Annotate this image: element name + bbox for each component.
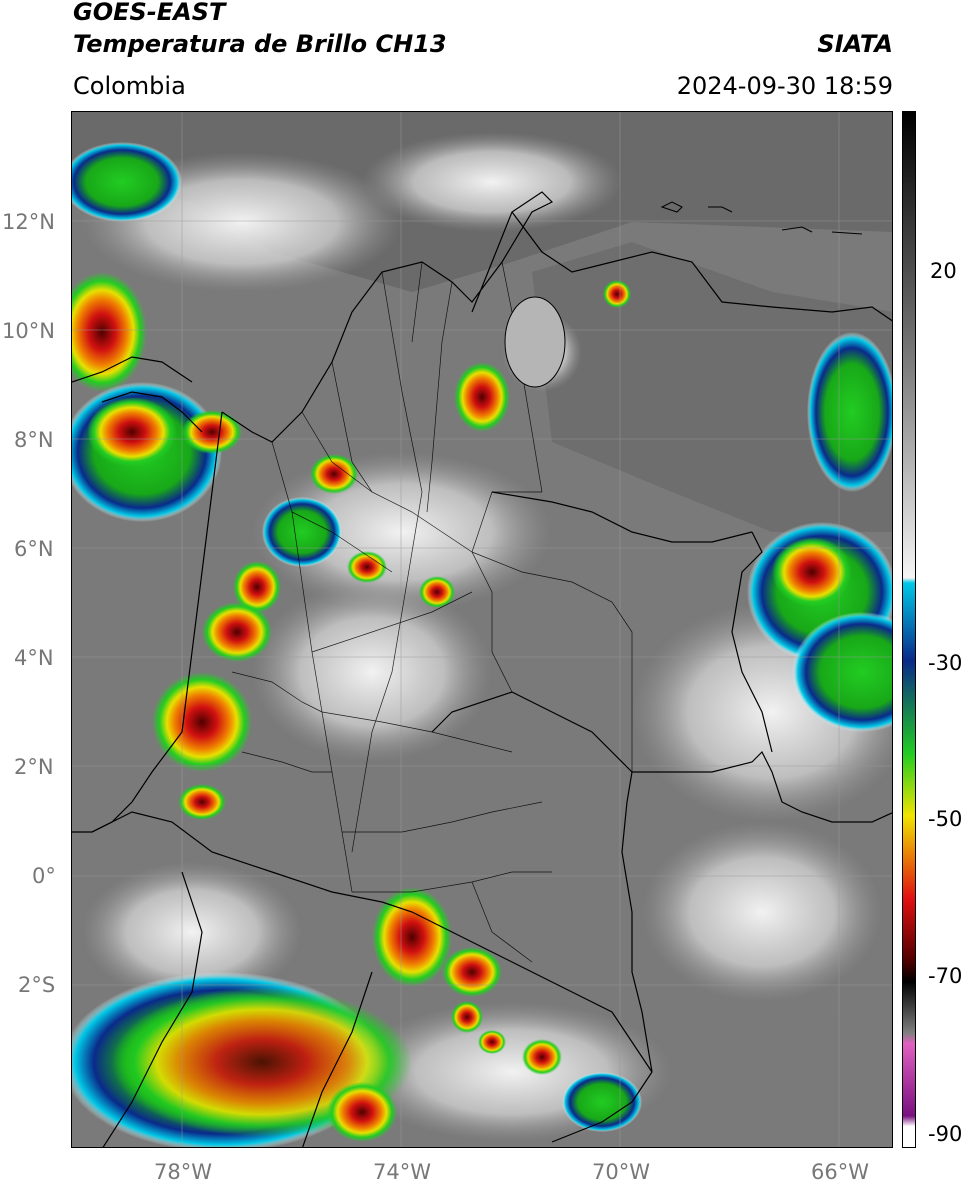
lon-tick: 78°W — [154, 1160, 212, 1184]
lat-tick: 12°N — [2, 210, 55, 234]
lat-tick: 2°N — [14, 755, 54, 779]
colorbar-tick: -50 — [928, 807, 963, 831]
datetime-label: 2024-09-30 18:59 — [676, 72, 893, 100]
lat-tick: 0° — [32, 864, 56, 888]
satellite-title: GOES-EAST — [73, 0, 226, 26]
lake-maracaibo — [504, 296, 566, 388]
product-title: Temperatura de Brillo CH13 — [73, 30, 447, 58]
lat-tick: 8°N — [14, 428, 54, 452]
agency-label: SIATA — [817, 30, 893, 58]
lon-tick: 70°W — [592, 1160, 650, 1184]
satellite-map — [71, 111, 893, 1148]
islands — [660, 201, 863, 235]
map-canvas — [72, 112, 892, 1147]
colorbar-tick: -90 — [928, 1122, 963, 1146]
lon-tick: 66°W — [811, 1160, 869, 1184]
department-borders — [231, 261, 633, 963]
region-label: Colombia — [73, 72, 186, 100]
colorbar — [902, 111, 916, 1148]
lat-tick: 10°N — [2, 319, 55, 343]
colorbar-tick: -70 — [928, 964, 963, 988]
lat-tick: 2°S — [18, 973, 56, 997]
colorbar-tick: -30 — [928, 651, 963, 675]
lat-tick: 4°N — [14, 646, 54, 670]
lat-tick: 6°N — [14, 537, 54, 561]
colorbar-tick: 20 — [930, 259, 957, 283]
cloud-fields — [82, 132, 892, 1142]
convective-storms — [72, 142, 892, 1147]
lon-tick: 74°W — [373, 1160, 431, 1184]
graticule — [72, 112, 892, 1147]
